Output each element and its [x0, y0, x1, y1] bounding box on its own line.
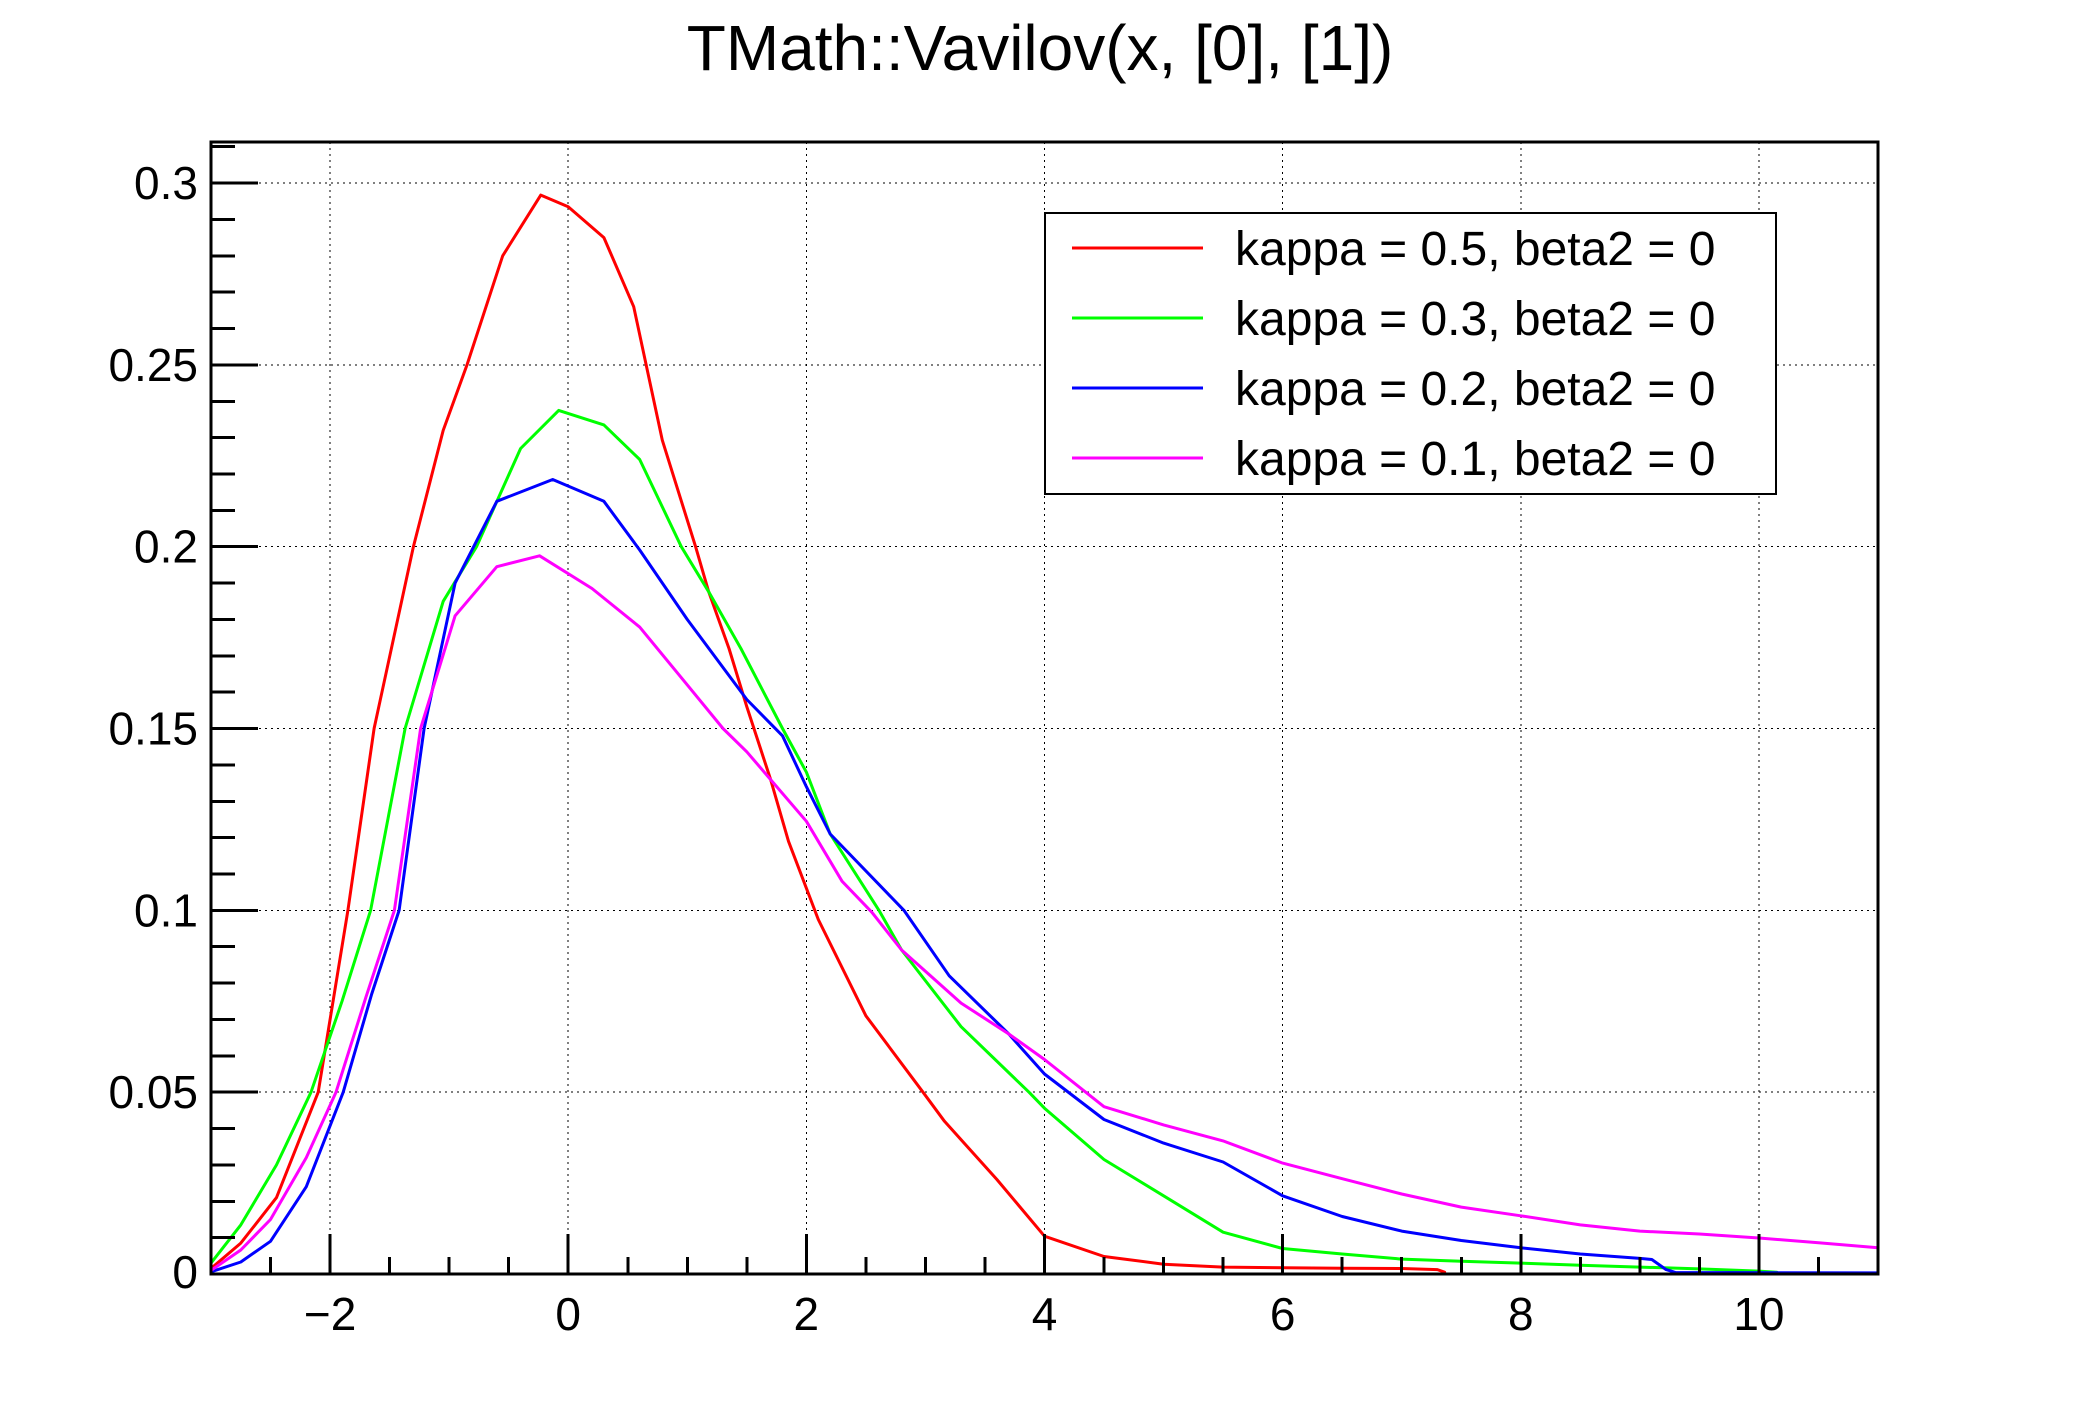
legend-entry-label: kappa = 0.1, beta2 = 0 [1235, 433, 1715, 486]
x-tick-label: 10 [1733, 1288, 1784, 1340]
legend: kappa = 0.5, beta2 = 0 kappa = 0.3, beta2… [1044, 212, 1777, 495]
y-tick-label: 0.15 [108, 703, 198, 755]
x-tick-label: 0 [555, 1288, 581, 1340]
y-tick-label: 0.2 [134, 521, 198, 573]
x-tick-label: 2 [794, 1288, 820, 1340]
y-tick-label: 0 [172, 1246, 198, 1298]
legend-entry-label: kappa = 0.2, beta2 = 0 [1235, 363, 1715, 416]
x-axis-labels: −2 0 2 4 6 8 10 [304, 1288, 1785, 1340]
series-line-kappa0.2 [211, 478, 1878, 1274]
x-tick-label: 4 [1032, 1288, 1058, 1340]
series-line-kappa0.1 [211, 554, 1878, 1272]
legend-box [1044, 212, 1777, 495]
legend-entry-label: kappa = 0.3, beta2 = 0 [1235, 293, 1715, 346]
axis-ticks [209, 145, 1880, 1276]
series-line-kappa0.5 [211, 193, 1447, 1274]
y-tick-label: 0.25 [108, 339, 198, 391]
series-line-kappa0.3 [211, 408, 1779, 1274]
legend-entry-label: kappa = 0.5, beta2 = 0 [1235, 223, 1715, 276]
x-tick-label: 8 [1508, 1288, 1534, 1340]
grid-lines [211, 142, 1878, 1274]
x-tick-label: −2 [304, 1288, 356, 1340]
x-tick-label: 6 [1270, 1288, 1296, 1340]
y-tick-label: 0.1 [134, 884, 198, 936]
chart-title: TMath::Vavilov(x, [0], [1]) [687, 12, 1394, 84]
y-tick-label: 0.05 [108, 1066, 198, 1118]
y-axis-labels: 0 0.05 0.1 0.15 0.2 0.25 0.3 [108, 157, 198, 1298]
legend-entries: kappa = 0.5, beta2 = 0 kappa = 0.3, beta2… [1072, 223, 1715, 486]
y-tick-label: 0.3 [134, 157, 198, 209]
